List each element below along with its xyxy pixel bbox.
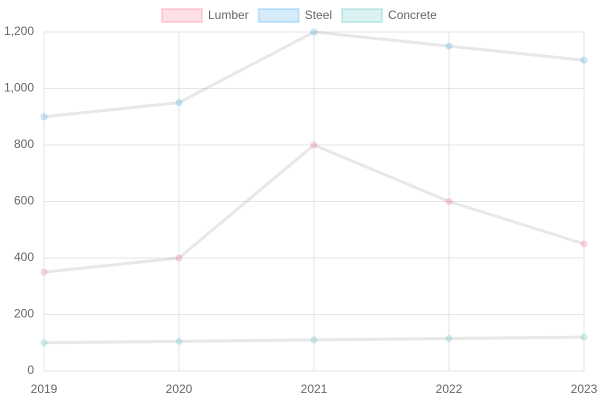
legend-swatch — [341, 8, 384, 23]
legend-item: Lumber — [161, 8, 249, 23]
y-tick-label: 1,200 — [4, 24, 34, 38]
y-tick-label: 0 — [27, 363, 34, 377]
data-point — [580, 56, 588, 64]
data-point — [175, 99, 183, 107]
data-point — [445, 335, 453, 343]
data-point — [445, 42, 453, 50]
x-tick-label: 2023 — [571, 382, 598, 396]
legend-label: Lumber — [208, 8, 249, 22]
legend-item: Steel — [257, 8, 332, 23]
data-point — [175, 337, 183, 345]
legend-label: Concrete — [388, 8, 437, 22]
data-point — [580, 333, 588, 341]
data-point — [310, 336, 318, 344]
data-point — [40, 268, 48, 276]
legend-item: Concrete — [341, 8, 437, 23]
legend: Lumber Steel Concrete — [161, 8, 437, 23]
data-point — [40, 339, 48, 347]
y-tick-label: 400 — [14, 250, 34, 264]
series-line — [43, 30, 585, 119]
data-point — [310, 28, 318, 36]
data-point — [580, 240, 588, 248]
data-point — [175, 254, 183, 262]
data-point — [40, 113, 48, 121]
legend-swatch — [161, 8, 203, 23]
x-tick-label: 2022 — [436, 382, 463, 396]
data-point — [445, 198, 453, 205]
series-line — [43, 143, 585, 274]
y-tick-label: 600 — [14, 194, 34, 208]
y-tick-label: 800 — [14, 137, 34, 151]
legend-label: Steel — [305, 8, 332, 22]
data-point — [310, 141, 318, 149]
x-tick-label: 2020 — [166, 382, 193, 396]
legend-swatch — [257, 8, 300, 23]
y-tick-label: 1,000 — [4, 81, 34, 95]
series-line — [43, 335, 585, 345]
y-tick-label: 200 — [14, 307, 34, 321]
x-tick-label: 2021 — [301, 382, 328, 396]
x-tick-label: 2019 — [31, 382, 58, 396]
